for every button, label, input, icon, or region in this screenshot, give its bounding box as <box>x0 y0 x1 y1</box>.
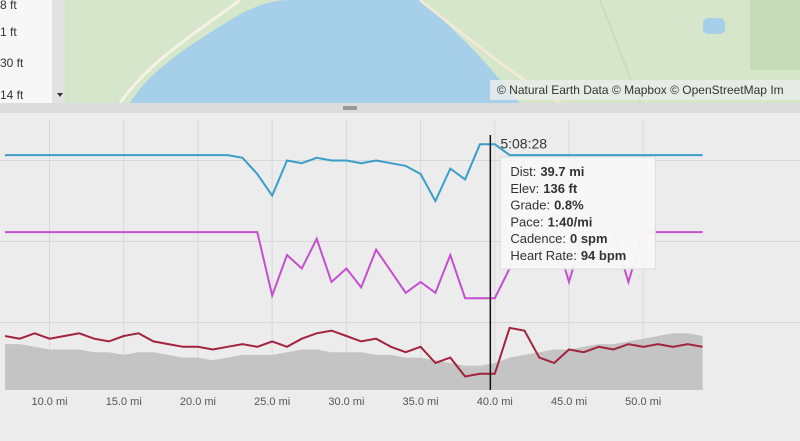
map-pond <box>703 18 725 34</box>
elev-label: 14 ft <box>0 88 24 102</box>
attribution-bg <box>490 80 800 100</box>
splitter-handle[interactable] <box>343 106 357 110</box>
tooltip-row: Pace: 1:40/mi <box>510 215 592 230</box>
elev-label: 1 ft <box>0 25 17 39</box>
map-attribution: © Natural Earth Data © Mapbox © OpenStre… <box>497 83 784 97</box>
x-tick-label: 15.0 mi <box>106 396 142 408</box>
tooltip-value: 39.7 mi <box>540 164 584 179</box>
splitter[interactable] <box>0 103 800 113</box>
x-tick-label: 35.0 mi <box>403 396 439 408</box>
tooltip-value: 1:40/mi <box>548 215 593 230</box>
elevation-area <box>5 333 703 390</box>
chart-bg <box>0 113 800 441</box>
sidebar-scrollbar <box>52 0 65 103</box>
x-tick-label: 30.0 mi <box>328 396 364 408</box>
series-line <box>5 143 703 204</box>
map: © Natural Earth Data © Mapbox © OpenStre… <box>0 0 800 105</box>
tooltip-label: Pace: <box>510 215 543 230</box>
tooltip-label: Heart Rate: <box>510 248 576 263</box>
tooltip-value: 0 spm <box>570 232 608 247</box>
scroll-arrow[interactable] <box>57 93 63 97</box>
cursor-time: 5:08:28 <box>500 136 547 152</box>
elev-label: 30 ft <box>0 56 24 70</box>
tooltip-label: Grade: <box>510 198 550 213</box>
tooltip-value: 0.8% <box>554 198 584 213</box>
tooltip-box <box>499 156 656 270</box>
map-lake <box>130 0 520 103</box>
tooltip-label: Cadence: <box>510 232 566 247</box>
tooltip-label: Dist: <box>510 164 536 179</box>
tooltip-row: Elev: 136 ft <box>510 181 578 196</box>
tooltip-label: Elev: <box>510 181 539 196</box>
tooltip-row: Dist: 39.7 mi <box>510 164 584 179</box>
x-tick-label: 10.0 mi <box>31 396 67 408</box>
map-forest <box>750 0 800 70</box>
x-tick-label: 20.0 mi <box>180 396 216 408</box>
x-tick-label: 45.0 mi <box>551 396 587 408</box>
tooltip-row: Heart Rate: 94 bpm <box>510 248 626 263</box>
tooltip-value: 94 bpm <box>581 248 627 263</box>
plot: 10.0 mi 15.0 mi 20.0 mi 25.0 mi 30.0 mi 35.0 … <box>0 120 800 408</box>
x-tick-label: 50.0 mi <box>625 396 661 408</box>
map-road <box>118 0 241 104</box>
x-tick-label: 40.0 mi <box>477 396 513 408</box>
tooltip-row: Grade: 0.8% <box>510 198 584 213</box>
tooltip-value: 136 ft <box>543 181 578 196</box>
x-tick-label: 25.0 mi <box>254 396 290 408</box>
series-line <box>4 326 703 378</box>
elev-label: 8 ft <box>0 0 17 12</box>
tooltip-row: Cadence: 0 spm <box>510 232 607 247</box>
